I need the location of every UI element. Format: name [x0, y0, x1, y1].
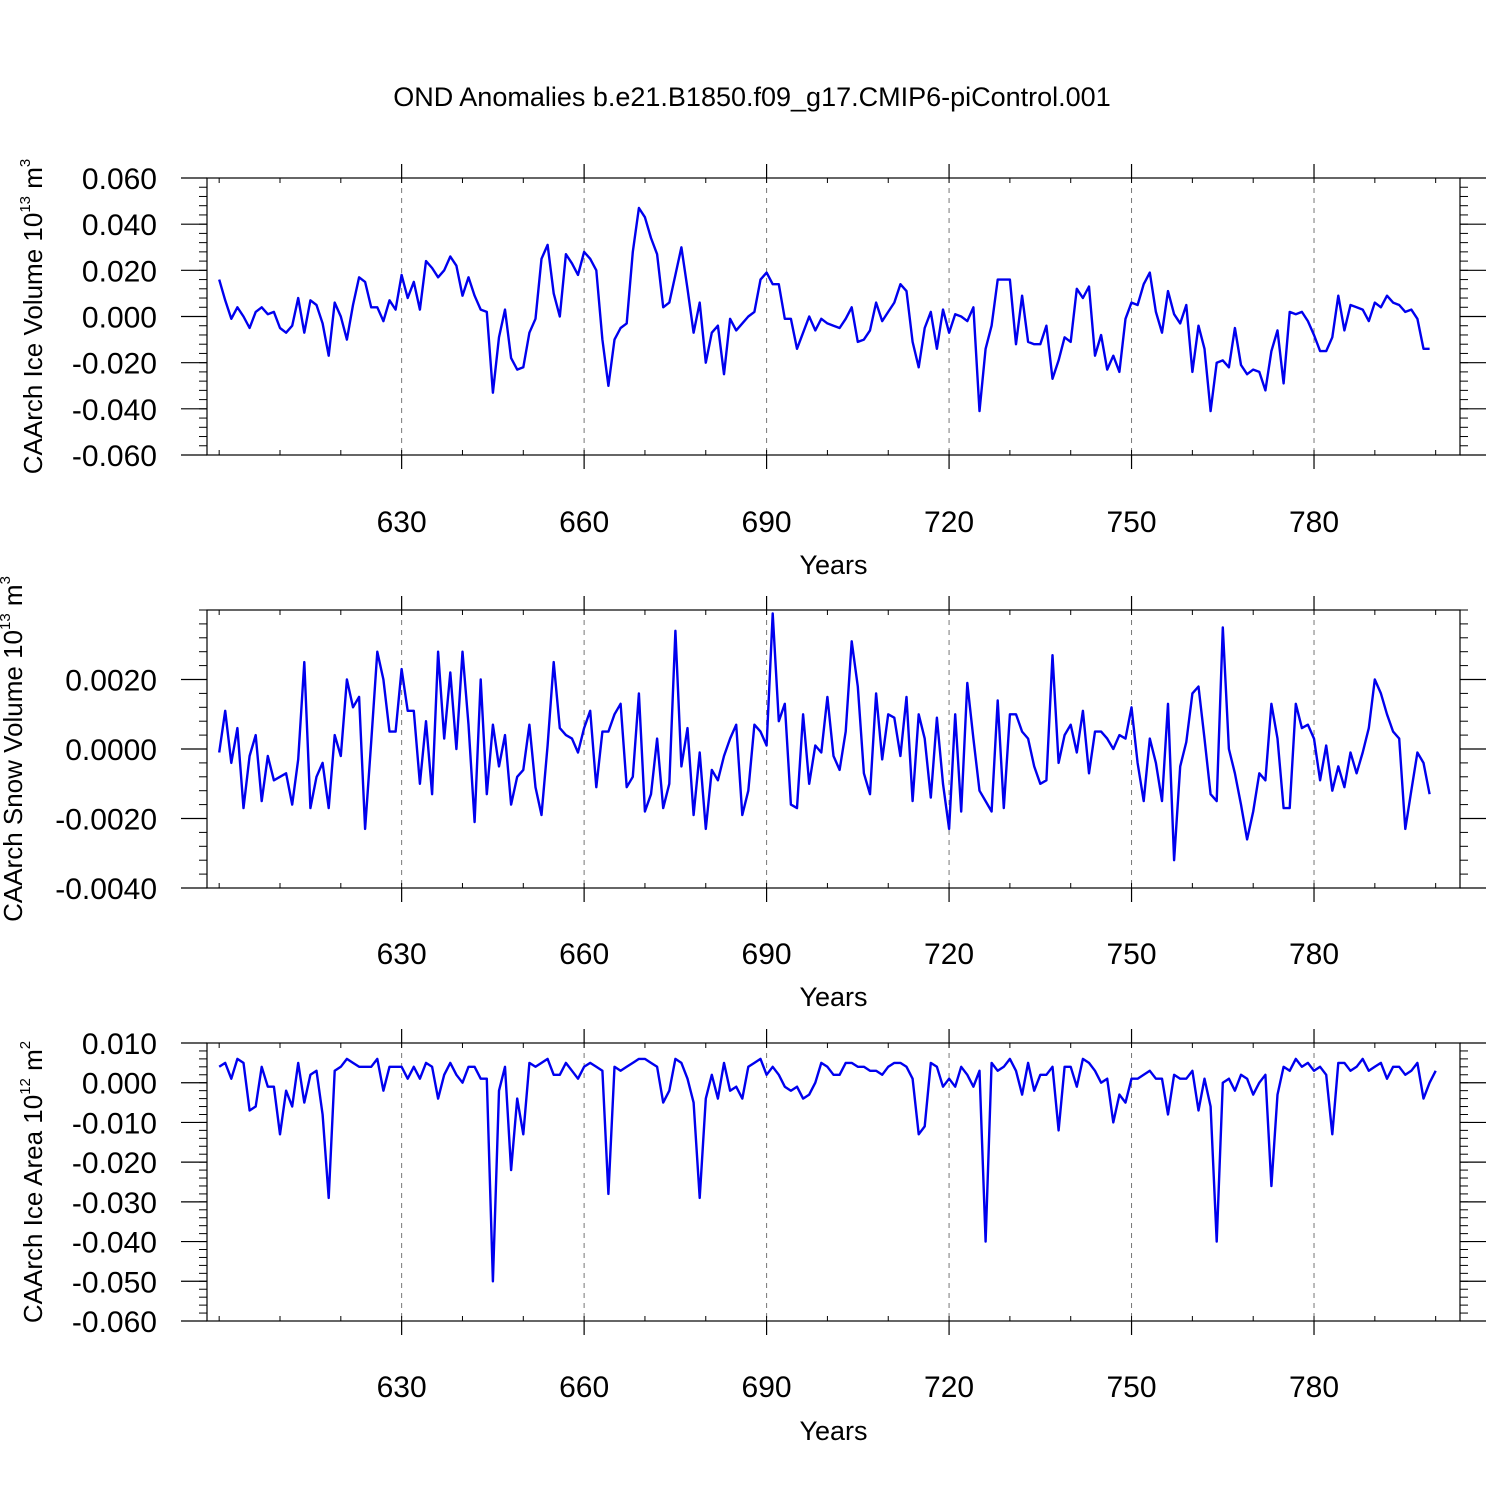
y-tick-label: 0.000 [82, 302, 157, 335]
x-axis-label: Years [799, 1416, 867, 1446]
plot-frame [206, 609, 1461, 889]
panel-caarch-ice-area: 630 660 690 720 750 780 -0.060 -0.050 -0.040 -0.0… [17, 1028, 1486, 1446]
x-tick-label: 780 [1289, 1371, 1339, 1404]
y-label-superscript: 13 [0, 613, 14, 630]
x-tick-label: 630 [377, 1371, 427, 1404]
y-label-superscript: 3 [17, 159, 34, 167]
plot-frame [206, 177, 1461, 456]
series-line [218, 1057, 1437, 1283]
x-tick-label: 750 [1107, 938, 1157, 971]
x-tick-label: 630 [377, 938, 427, 971]
x-tick-label: 690 [742, 938, 792, 971]
y-tick-label: 0.060 [82, 163, 157, 196]
x-tick-label: 660 [559, 938, 609, 971]
y-tick-label: -0.0040 [55, 873, 157, 906]
y-tick-label: 0.040 [82, 209, 157, 242]
series-line [218, 612, 1431, 862]
y-tick-label: -0.050 [72, 1266, 157, 1299]
x-tick-label: 780 [1289, 506, 1339, 539]
y-tick-label: -0.040 [72, 394, 157, 427]
y-tick-label: -0.0020 [55, 804, 157, 837]
y-axis-label: CAArch Ice Area 1012 m2 [17, 1041, 48, 1323]
y-label-text: CAArch Ice Volume 10 [18, 213, 48, 475]
x-tick-label: 630 [377, 506, 427, 539]
x-tick-label: 660 [559, 1371, 609, 1404]
y-tick-label: -0.030 [72, 1187, 157, 1220]
y-tick-label: -0.040 [72, 1227, 157, 1260]
y-tick-label: 0.000 [82, 1068, 157, 1101]
x-tick-label: 720 [924, 938, 974, 971]
y-tick-label: -0.060 [72, 1306, 157, 1339]
y-label-text: m [0, 584, 28, 613]
y-tick-label: 0.010 [82, 1028, 157, 1061]
panel-caarch-snow-volume: 630 660 690 720 750 780 -0.0040 -0.0020 0.0000 0.… [0, 576, 1486, 1012]
y-label-superscript: 12 [17, 1078, 34, 1095]
y-label-superscript: 2 [17, 1041, 34, 1049]
x-tick-label: 720 [924, 506, 974, 539]
x-tick-label: 690 [742, 506, 792, 539]
y-tick-label: 0.020 [82, 255, 157, 288]
y-tick-label: 0.0020 [65, 665, 157, 698]
x-tick-label: 660 [559, 506, 609, 539]
x-tick-label: 720 [924, 1371, 974, 1404]
x-tick-label: 780 [1289, 938, 1339, 971]
y-tick-label: -0.010 [72, 1107, 157, 1140]
plot-frame [206, 1042, 1461, 1322]
x-tick-label: 750 [1107, 506, 1157, 539]
y-label-text: CAArch Ice Area 10 [18, 1095, 48, 1323]
chart-title: OND Anomalies b.e21.B1850.f09_g17.CMIP6-… [393, 82, 1110, 112]
series-line [218, 206, 1430, 413]
x-tick-label: 750 [1107, 1371, 1157, 1404]
y-tick-label: -0.020 [72, 1147, 157, 1180]
y-tick-label: -0.060 [72, 440, 157, 473]
y-tick-label: -0.020 [72, 348, 157, 381]
y-tick-label: 0.0000 [65, 734, 157, 767]
y-label-text: m [18, 1049, 48, 1078]
y-axis-label: CAArch Ice Volume 1013 m3 [17, 159, 48, 475]
y-label-superscript: 3 [0, 576, 14, 584]
x-tick-label: 690 [742, 1371, 792, 1404]
panel-caarch-ice-volume: 630 660 690 720 750 780 -0.060 -0.040 -0.020 0.00… [17, 159, 1486, 580]
y-label-text: m [18, 167, 48, 196]
y-axis-label: CAArch Snow Volume 1013 m3 [0, 576, 28, 922]
y-label-superscript: 13 [17, 196, 34, 213]
x-axis-label: Years [799, 550, 867, 580]
x-axis-label: Years [799, 982, 867, 1012]
y-label-text: CAArch Snow Volume 10 [0, 630, 28, 922]
